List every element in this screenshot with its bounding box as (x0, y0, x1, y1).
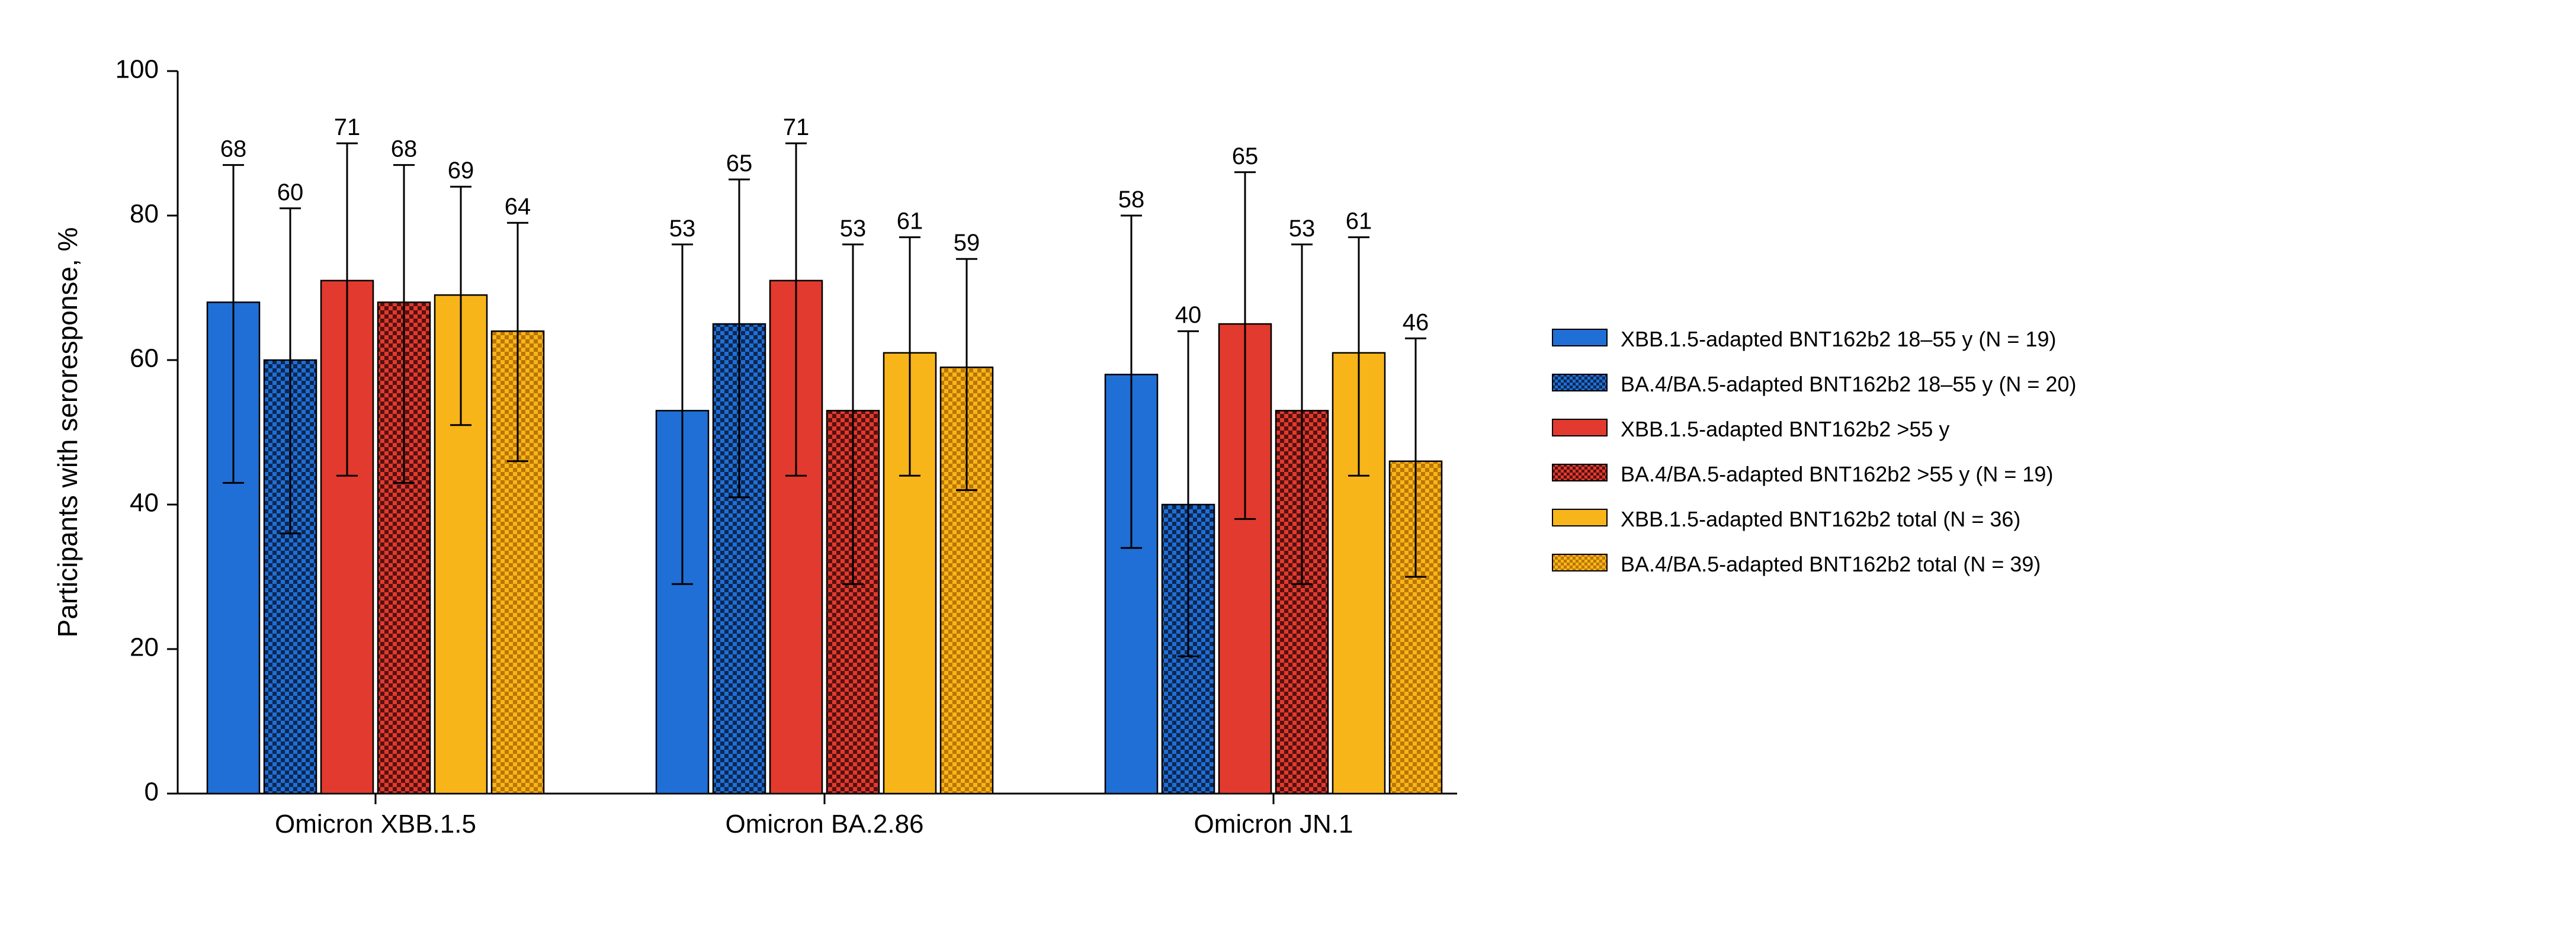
legend-label: XBB.1.5-adapted BNT162b2 total (N = 36) (1621, 507, 2020, 532)
legend-item: BA.4/BA.5-adapted BNT162b2 >55 y (N = 19… (1552, 462, 2076, 487)
legend-swatch (1552, 372, 1608, 397)
bar-value-label: 61 (1346, 208, 1372, 235)
y-tick-label: 100 (116, 55, 159, 84)
bar-value-label: 53 (840, 216, 867, 242)
bar-value-label: 59 (954, 230, 980, 256)
legend-item: BA.4/BA.5-adapted BNT162b2 18–55 y (N = … (1552, 372, 2076, 397)
bar-value-label: 46 (1403, 309, 1429, 335)
legend-item: XBB.1.5-adapted BNT162b2 >55 y (1552, 417, 2076, 442)
legend-label: XBB.1.5-adapted BNT162b2 >55 y (1621, 417, 1949, 442)
legend-item: XBB.1.5-adapted BNT162b2 18–55 y (N = 19… (1552, 327, 2076, 352)
legend-swatch (1552, 552, 1608, 577)
legend-label: BA.4/BA.5-adapted BNT162b2 >55 y (N = 19… (1621, 462, 2053, 487)
x-group-label: Omicron BA.2.86 (725, 810, 923, 839)
x-group-label: Omicron XBB.1.5 (275, 810, 476, 839)
y-tick-label: 20 (130, 633, 159, 662)
y-tick-label: 0 (145, 778, 159, 807)
legend-item: BA.4/BA.5-adapted BNT162b2 total (N = 39… (1552, 552, 2076, 577)
x-group-label: Omicron JN.1 (1194, 810, 1353, 839)
bar-value-label: 60 (277, 179, 304, 205)
seroresponse-bar-chart: 0 20 40 60 80 100 Participants with serorespon… (24, 12, 1504, 891)
legend-swatch (1552, 507, 1608, 532)
bar-value-label: 58 (1118, 187, 1145, 213)
bar-value-label: 71 (334, 114, 361, 140)
y-tick-label: 60 (130, 344, 159, 373)
legend-swatch (1552, 327, 1608, 352)
bar-value-label: 64 (505, 194, 531, 220)
legend-label: BA.4/BA.5-adapted BNT162b2 18–55 y (N = … (1621, 372, 2076, 397)
bar-value-label: 53 (1289, 216, 1316, 242)
legend-swatch (1552, 417, 1608, 442)
bar-value-label: 69 (448, 158, 474, 184)
bar-value-label: 65 (1232, 143, 1259, 169)
bar-value-label: 68 (220, 136, 247, 162)
legend-label: XBB.1.5-adapted BNT162b2 18–55 y (N = 19… (1621, 327, 2056, 352)
legend-swatch (1552, 462, 1608, 487)
y-axis-title: Participants with seroresponse, % (52, 227, 83, 638)
legend-label: BA.4/BA.5-adapted BNT162b2 total (N = 39… (1621, 552, 2041, 577)
y-tick-label: 80 (130, 200, 159, 229)
bar-value-label: 53 (669, 216, 696, 242)
bar-value-label: 68 (391, 136, 418, 162)
y-tick-label: 40 (130, 489, 159, 518)
bar-value-label: 71 (783, 114, 810, 140)
bar-value-label: 61 (897, 208, 923, 235)
bar-value-label: 65 (726, 150, 753, 176)
bar-value-label: 40 (1175, 302, 1202, 328)
legend-item: XBB.1.5-adapted BNT162b2 total (N = 36) (1552, 507, 2076, 532)
legend: XBB.1.5-adapted BNT162b2 18–55 y (N = 19… (1552, 327, 2076, 577)
